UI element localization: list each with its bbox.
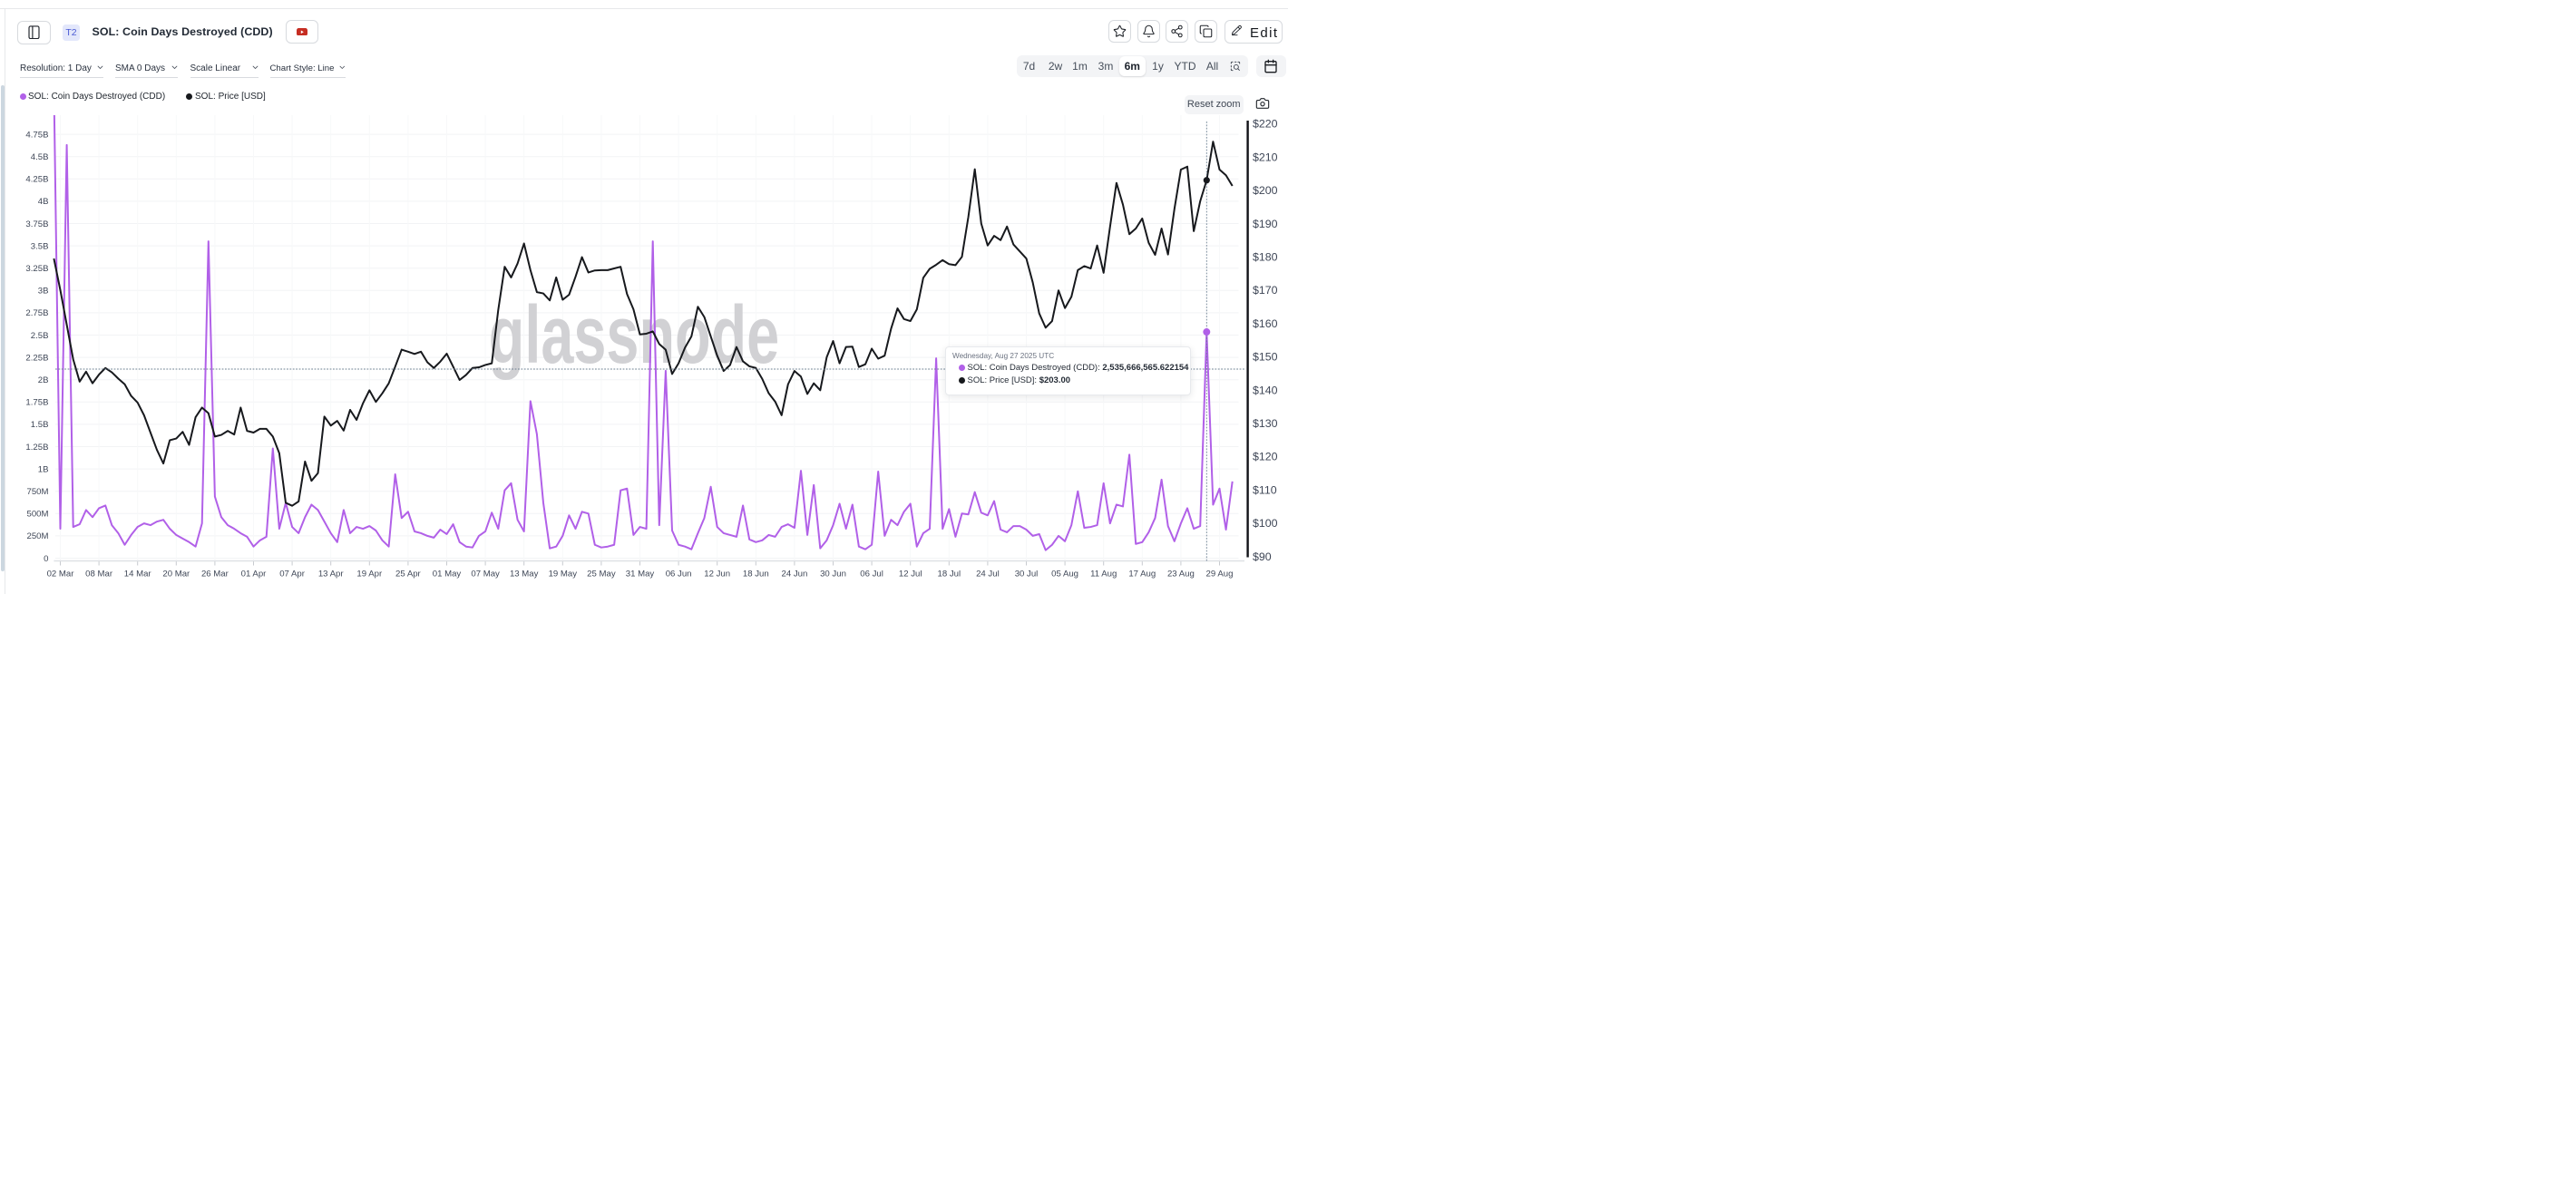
svg-text:3B: 3B — [38, 287, 49, 297]
svg-text:01 Apr: 01 Apr — [241, 570, 268, 579]
svg-text:07 Apr: 07 Apr — [279, 570, 306, 579]
svg-text:$200: $200 — [1253, 184, 1278, 197]
svg-text:14 Mar: 14 Mar — [124, 570, 152, 579]
svg-text:11 Aug: 11 Aug — [1090, 570, 1117, 579]
svg-text:$90: $90 — [1253, 550, 1272, 563]
svg-text:1.75B: 1.75B — [25, 398, 48, 408]
svg-text:25 May: 25 May — [587, 570, 616, 579]
svg-text:$140: $140 — [1253, 384, 1278, 396]
svg-text:$150: $150 — [1253, 351, 1278, 364]
svg-text:$170: $170 — [1253, 284, 1278, 297]
svg-text:31 May: 31 May — [626, 570, 655, 579]
svg-text:4B: 4B — [38, 197, 49, 207]
svg-text:30 Jul: 30 Jul — [1015, 570, 1039, 579]
svg-text:2.75B: 2.75B — [25, 308, 48, 318]
svg-text:25 Apr: 25 Apr — [395, 570, 422, 579]
svg-text:26 Mar: 26 Mar — [201, 570, 229, 579]
svg-text:1.25B: 1.25B — [25, 443, 48, 453]
svg-text:06 Jun: 06 Jun — [666, 570, 692, 579]
svg-text:$190: $190 — [1253, 218, 1278, 230]
svg-text:20 Mar: 20 Mar — [162, 570, 190, 579]
svg-text:1B: 1B — [38, 464, 49, 474]
svg-text:1.5B: 1.5B — [31, 420, 49, 430]
svg-text:06 Jul: 06 Jul — [860, 570, 883, 579]
svg-text:12 Jun: 12 Jun — [704, 570, 730, 579]
svg-text:4.5B: 4.5B — [31, 152, 49, 162]
svg-text:glassnode: glassnode — [489, 289, 779, 381]
svg-text:19 Apr: 19 Apr — [356, 570, 383, 579]
svg-text:07 May: 07 May — [471, 570, 500, 579]
svg-text:08 Mar: 08 Mar — [85, 570, 113, 579]
svg-text:$220: $220 — [1253, 118, 1278, 131]
svg-text:4.75B: 4.75B — [25, 130, 48, 140]
svg-text:13 May: 13 May — [510, 570, 539, 579]
svg-text:500M: 500M — [27, 510, 49, 520]
svg-text:$130: $130 — [1253, 417, 1278, 430]
svg-text:$100: $100 — [1253, 517, 1278, 530]
svg-text:$110: $110 — [1253, 483, 1277, 496]
svg-text:3.75B: 3.75B — [25, 219, 48, 229]
svg-text:$120: $120 — [1253, 451, 1278, 463]
svg-text:2.5B: 2.5B — [31, 331, 49, 341]
svg-text:30 Jun: 30 Jun — [820, 570, 846, 579]
svg-text:4.25B: 4.25B — [25, 175, 48, 185]
svg-text:05 Aug: 05 Aug — [1051, 570, 1078, 579]
svg-text:23 Aug: 23 Aug — [1167, 570, 1195, 579]
svg-text:18 Jun: 18 Jun — [743, 570, 769, 579]
svg-text:$160: $160 — [1253, 317, 1278, 330]
svg-text:0: 0 — [44, 554, 48, 564]
svg-text:13 Apr: 13 Apr — [318, 570, 345, 579]
svg-text:12 Jul: 12 Jul — [899, 570, 922, 579]
svg-text:17 Aug: 17 Aug — [1128, 570, 1156, 579]
svg-text:2B: 2B — [38, 375, 49, 385]
svg-text:2.25B: 2.25B — [25, 353, 48, 363]
svg-text:24 Jun: 24 Jun — [781, 570, 807, 579]
svg-text:24 Jul: 24 Jul — [976, 570, 1000, 579]
svg-text:19 May: 19 May — [549, 570, 578, 579]
svg-text:250M: 250M — [27, 531, 49, 541]
svg-text:02 Mar: 02 Mar — [47, 570, 75, 579]
svg-text:29 Aug: 29 Aug — [1206, 570, 1234, 579]
svg-text:18 Jul: 18 Jul — [937, 570, 961, 579]
svg-text:750M: 750M — [27, 487, 49, 497]
svg-text:3.5B: 3.5B — [31, 241, 49, 251]
svg-text:3.25B: 3.25B — [25, 264, 48, 274]
svg-text:$180: $180 — [1253, 251, 1278, 264]
svg-text:01 May: 01 May — [433, 570, 462, 579]
svg-text:$210: $210 — [1253, 151, 1278, 163]
